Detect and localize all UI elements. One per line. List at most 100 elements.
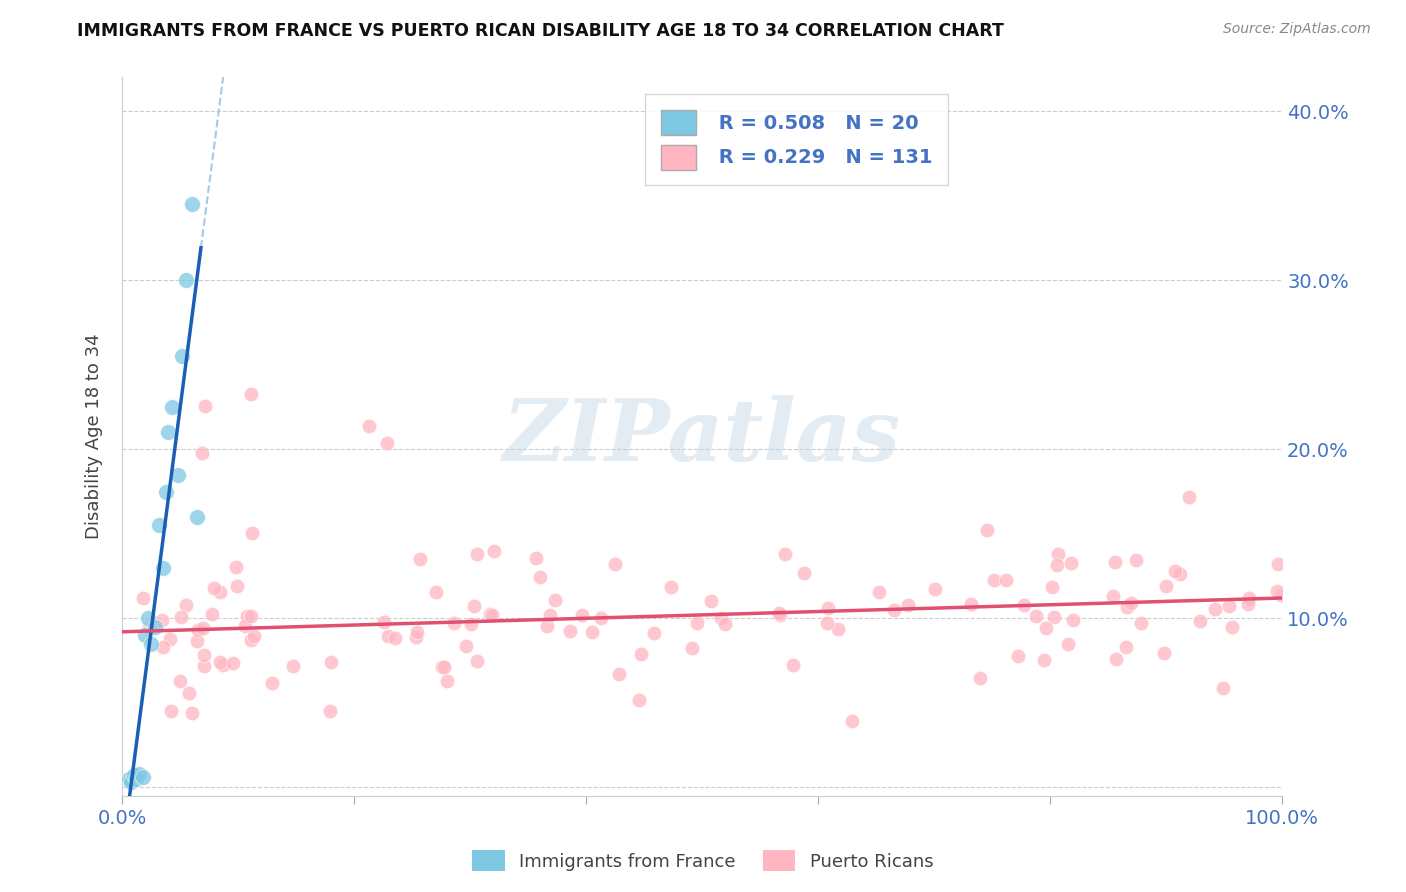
Point: [1164, 564, 1187, 578]
Point: [1220, 620, 1243, 634]
Point: [1104, 555, 1126, 569]
Point: [628, 693, 651, 707]
Point: [1239, 591, 1261, 605]
Point: [201, 607, 224, 621]
Point: [208, 655, 231, 669]
Point: [1007, 649, 1029, 664]
Point: [240, 386, 263, 401]
Point: [983, 573, 1005, 587]
Point: [1115, 599, 1137, 614]
Point: [482, 544, 505, 558]
Point: [384, 632, 406, 646]
Point: [405, 630, 427, 644]
Point: [406, 625, 429, 640]
Point: [1025, 609, 1047, 624]
Point: [134, 628, 156, 642]
Point: [1177, 491, 1199, 505]
Point: [681, 640, 703, 655]
Point: [1265, 584, 1288, 599]
Point: [465, 547, 488, 561]
Point: [128, 766, 150, 780]
Point: [1035, 621, 1057, 635]
Point: [159, 632, 181, 646]
Point: [659, 580, 682, 594]
Point: [172, 349, 194, 363]
Point: [260, 675, 283, 690]
Point: [233, 619, 256, 633]
Point: [1042, 610, 1064, 624]
Point: [454, 639, 477, 653]
Point: [793, 566, 815, 580]
Point: [1168, 566, 1191, 581]
Point: [186, 509, 208, 524]
Point: [166, 467, 188, 482]
Point: [208, 585, 231, 599]
Point: [782, 657, 804, 672]
Point: [686, 616, 709, 631]
Point: [1033, 653, 1056, 667]
Point: [159, 704, 181, 718]
Point: [1105, 652, 1128, 666]
Point: [132, 591, 155, 605]
Point: [969, 671, 991, 685]
Point: [538, 607, 561, 622]
Point: [152, 640, 174, 654]
Point: [976, 523, 998, 537]
Point: [170, 610, 193, 624]
Point: [191, 445, 214, 459]
Point: [1101, 589, 1123, 603]
Point: [544, 593, 567, 607]
Point: [460, 616, 482, 631]
Point: [1119, 596, 1142, 610]
Point: [524, 551, 547, 566]
Point: [841, 714, 863, 728]
Point: [1237, 597, 1260, 611]
Point: [1040, 581, 1063, 595]
Point: [713, 616, 735, 631]
Point: [225, 560, 247, 574]
Point: [897, 599, 920, 613]
Point: [122, 768, 145, 782]
Point: [120, 775, 142, 789]
Point: [883, 603, 905, 617]
Point: [375, 435, 398, 450]
Point: [174, 598, 197, 612]
Point: [225, 579, 247, 593]
Point: [443, 615, 465, 630]
Point: [536, 618, 558, 632]
Point: [1125, 553, 1147, 567]
Text: Source: ZipAtlas.com: Source: ZipAtlas.com: [1223, 22, 1371, 37]
Point: [212, 657, 235, 672]
Y-axis label: Disability Age 18 to 34: Disability Age 18 to 34: [86, 334, 103, 540]
Point: [187, 623, 209, 637]
Point: [319, 655, 342, 669]
Point: [222, 656, 245, 670]
Point: [465, 654, 488, 668]
Point: [529, 569, 551, 583]
Point: [157, 425, 180, 440]
Point: [1270, 588, 1292, 602]
Point: [155, 484, 177, 499]
Point: [281, 659, 304, 673]
Point: [924, 582, 946, 596]
Point: [193, 659, 215, 673]
Point: [239, 633, 262, 648]
Point: [995, 573, 1018, 587]
Point: [240, 526, 263, 541]
Text: IMMIGRANTS FROM FRANCE VS PUERTO RICAN DISABILITY AGE 18 TO 34 CORRELATION CHART: IMMIGRANTS FROM FRANCE VS PUERTO RICAN D…: [77, 22, 1004, 40]
Point: [1218, 599, 1240, 613]
Point: [699, 594, 721, 608]
Point: [169, 673, 191, 688]
Point: [194, 399, 217, 413]
Point: [138, 620, 160, 634]
Point: [609, 666, 631, 681]
Legend:  R = 0.508   N = 20,  R = 0.229   N = 131: R = 0.508 N = 20, R = 0.229 N = 131: [645, 95, 948, 186]
Point: [1057, 637, 1080, 651]
Point: [1154, 579, 1177, 593]
Point: [1188, 614, 1211, 628]
Point: [1129, 616, 1152, 631]
Point: [174, 273, 197, 287]
Point: [409, 552, 432, 566]
Point: [150, 614, 173, 628]
Point: [1204, 602, 1226, 616]
